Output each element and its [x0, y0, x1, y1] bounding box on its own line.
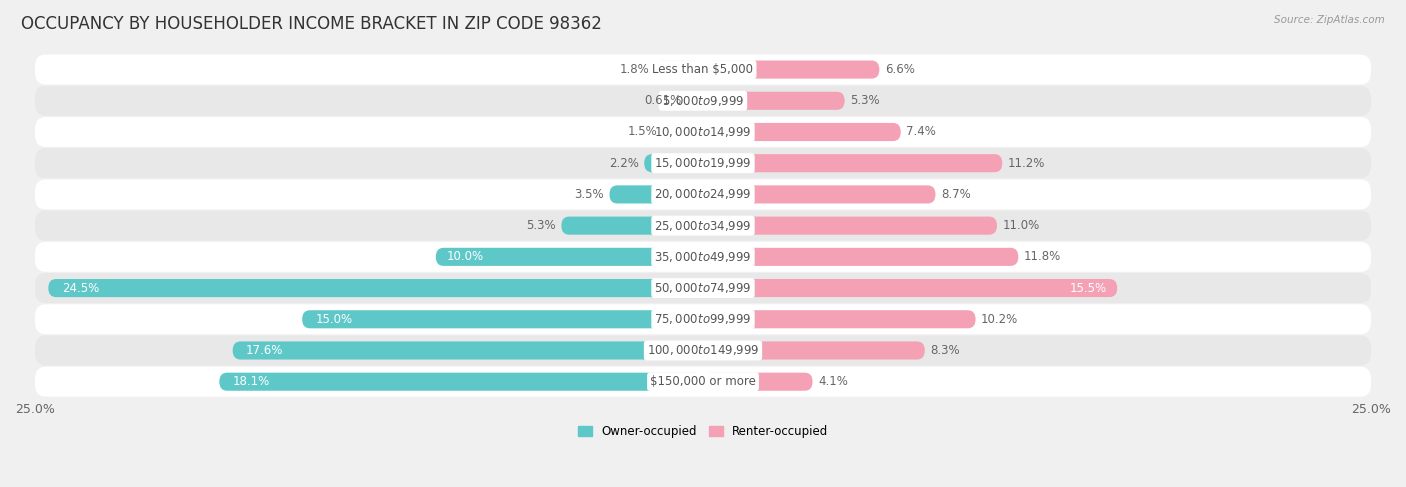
FancyBboxPatch shape — [609, 186, 703, 204]
FancyBboxPatch shape — [662, 123, 703, 141]
Text: 5.3%: 5.3% — [526, 219, 555, 232]
FancyBboxPatch shape — [703, 217, 997, 235]
Text: 7.4%: 7.4% — [905, 126, 936, 138]
FancyBboxPatch shape — [35, 55, 1371, 85]
Text: 24.5%: 24.5% — [62, 281, 98, 295]
Text: 10.2%: 10.2% — [981, 313, 1018, 326]
FancyBboxPatch shape — [232, 341, 703, 359]
FancyBboxPatch shape — [703, 248, 1018, 266]
Text: $25,000 to $34,999: $25,000 to $34,999 — [654, 219, 752, 233]
FancyBboxPatch shape — [644, 154, 703, 172]
FancyBboxPatch shape — [302, 310, 703, 328]
Text: 15.5%: 15.5% — [1070, 281, 1107, 295]
Text: 11.2%: 11.2% — [1008, 157, 1045, 169]
Text: 5.3%: 5.3% — [851, 94, 880, 107]
Text: 18.1%: 18.1% — [232, 375, 270, 388]
Text: $20,000 to $24,999: $20,000 to $24,999 — [654, 187, 752, 202]
FancyBboxPatch shape — [35, 117, 1371, 147]
FancyBboxPatch shape — [703, 279, 1118, 297]
Text: $5,000 to $9,999: $5,000 to $9,999 — [662, 94, 744, 108]
Text: $35,000 to $49,999: $35,000 to $49,999 — [654, 250, 752, 264]
Text: 1.8%: 1.8% — [620, 63, 650, 76]
FancyBboxPatch shape — [686, 92, 703, 110]
Text: $75,000 to $99,999: $75,000 to $99,999 — [654, 312, 752, 326]
Text: $10,000 to $14,999: $10,000 to $14,999 — [654, 125, 752, 139]
Text: 4.1%: 4.1% — [818, 375, 848, 388]
Text: 15.0%: 15.0% — [315, 313, 353, 326]
Text: OCCUPANCY BY HOUSEHOLDER INCOME BRACKET IN ZIP CODE 98362: OCCUPANCY BY HOUSEHOLDER INCOME BRACKET … — [21, 15, 602, 33]
FancyBboxPatch shape — [35, 179, 1371, 209]
Text: $150,000 or more: $150,000 or more — [650, 375, 756, 388]
Text: 8.3%: 8.3% — [931, 344, 960, 357]
FancyBboxPatch shape — [219, 373, 703, 391]
Text: Less than $5,000: Less than $5,000 — [652, 63, 754, 76]
FancyBboxPatch shape — [35, 367, 1371, 397]
FancyBboxPatch shape — [35, 86, 1371, 116]
FancyBboxPatch shape — [703, 92, 845, 110]
FancyBboxPatch shape — [35, 336, 1371, 365]
Text: 3.5%: 3.5% — [575, 188, 605, 201]
FancyBboxPatch shape — [35, 304, 1371, 334]
FancyBboxPatch shape — [561, 217, 703, 235]
FancyBboxPatch shape — [703, 154, 1002, 172]
FancyBboxPatch shape — [703, 310, 976, 328]
FancyBboxPatch shape — [48, 279, 703, 297]
Text: $50,000 to $74,999: $50,000 to $74,999 — [654, 281, 752, 295]
Text: 10.0%: 10.0% — [447, 250, 484, 263]
Text: 6.6%: 6.6% — [884, 63, 914, 76]
Text: 8.7%: 8.7% — [941, 188, 970, 201]
Text: 0.61%: 0.61% — [644, 94, 682, 107]
Text: Source: ZipAtlas.com: Source: ZipAtlas.com — [1274, 15, 1385, 25]
Text: 2.2%: 2.2% — [609, 157, 638, 169]
Text: 11.8%: 11.8% — [1024, 250, 1062, 263]
FancyBboxPatch shape — [703, 341, 925, 359]
FancyBboxPatch shape — [436, 248, 703, 266]
FancyBboxPatch shape — [35, 211, 1371, 241]
FancyBboxPatch shape — [655, 60, 703, 78]
Text: $15,000 to $19,999: $15,000 to $19,999 — [654, 156, 752, 170]
Legend: Owner-occupied, Renter-occupied: Owner-occupied, Renter-occupied — [572, 420, 834, 443]
FancyBboxPatch shape — [35, 148, 1371, 178]
Text: 1.5%: 1.5% — [628, 126, 658, 138]
Text: 11.0%: 11.0% — [1002, 219, 1039, 232]
Text: $100,000 to $149,999: $100,000 to $149,999 — [647, 343, 759, 357]
FancyBboxPatch shape — [703, 60, 879, 78]
FancyBboxPatch shape — [703, 123, 901, 141]
FancyBboxPatch shape — [35, 273, 1371, 303]
FancyBboxPatch shape — [703, 186, 935, 204]
FancyBboxPatch shape — [35, 242, 1371, 272]
FancyBboxPatch shape — [703, 373, 813, 391]
Text: 17.6%: 17.6% — [246, 344, 284, 357]
